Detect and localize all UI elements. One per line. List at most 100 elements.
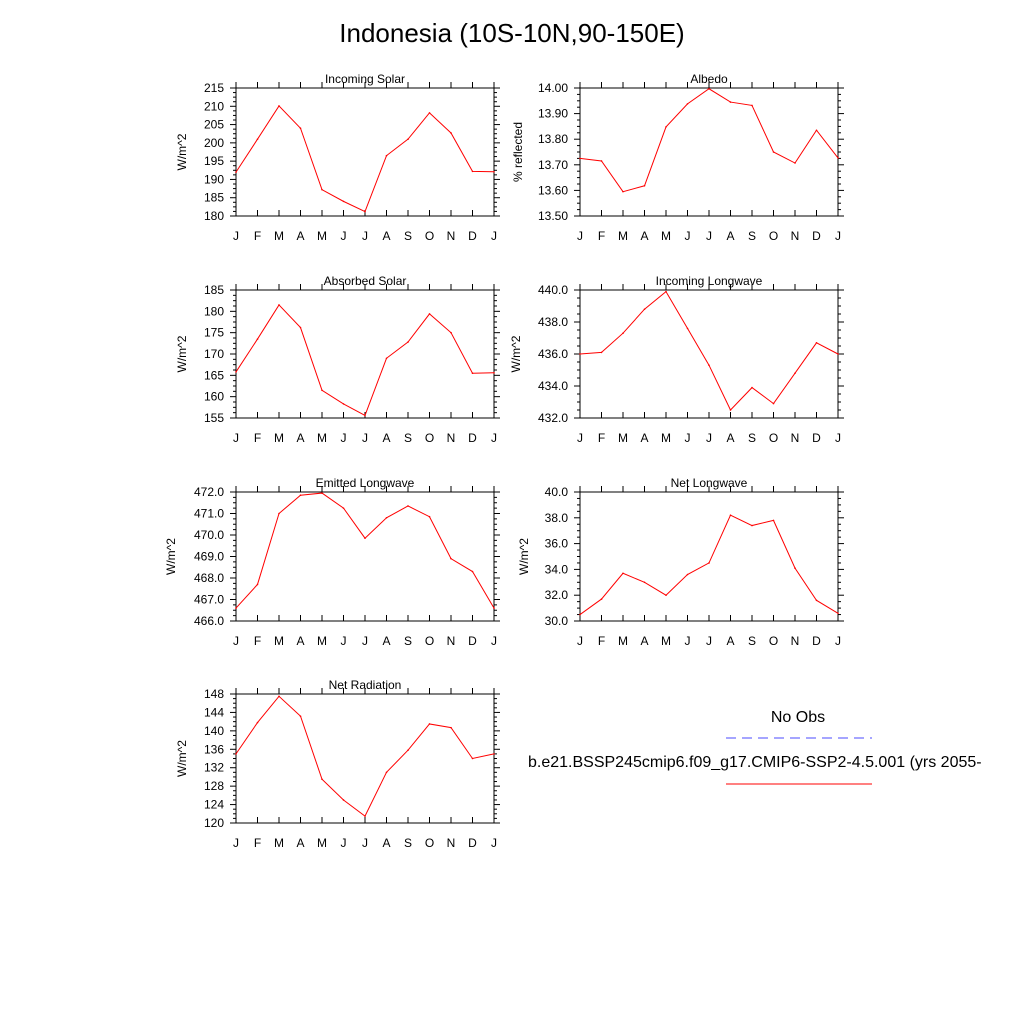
data-point	[256, 583, 259, 586]
x-tick-label: A	[382, 229, 390, 243]
x-tick-label: J	[491, 431, 497, 445]
data-point	[428, 723, 431, 725]
data-point	[493, 170, 495, 173]
y-tick-label: 30.0	[545, 614, 569, 628]
x-tick-label: J	[491, 634, 497, 648]
y-tick-label: 434.0	[538, 379, 568, 393]
data-point	[385, 517, 388, 519]
data-point	[364, 210, 366, 213]
data-point	[450, 331, 452, 334]
y-tick-label: 210	[204, 99, 224, 113]
y-tick-label: 436.0	[538, 347, 568, 361]
data-point	[428, 112, 431, 114]
y-tick-label: 467.0	[194, 593, 224, 607]
x-tick-label: F	[254, 836, 261, 850]
y-tick-label: 36.0	[545, 537, 569, 551]
x-tick-label: M	[661, 229, 671, 243]
y-tick-label: 155	[204, 411, 224, 425]
y-axis-label: W/m^2	[509, 335, 523, 372]
x-tick-label: M	[317, 634, 327, 648]
y-tick-label: 140	[204, 724, 224, 738]
data-point	[471, 570, 474, 573]
data-point	[794, 372, 796, 375]
y-tick-label: 160	[204, 390, 224, 404]
x-tick-label: M	[618, 634, 628, 648]
y-tick-label: 195	[204, 154, 224, 168]
x-tick-label: J	[577, 634, 583, 648]
panel-title: Incoming Longwave	[656, 274, 763, 288]
x-tick-label: J	[233, 836, 239, 850]
data-point	[407, 138, 409, 140]
data-point	[600, 160, 603, 162]
y-tick-label: 468.0	[194, 571, 224, 585]
data-point	[708, 364, 710, 367]
data-point	[428, 515, 431, 518]
data-point	[342, 403, 345, 405]
x-tick-label: J	[233, 229, 239, 243]
y-tick-label: 14.00	[538, 81, 568, 95]
data-point	[751, 524, 753, 527]
plot-frame	[235, 289, 495, 419]
panel-title: Net Longwave	[671, 476, 748, 490]
data-point	[622, 572, 624, 575]
series-line	[235, 105, 495, 213]
data-point	[364, 414, 366, 417]
data-point	[299, 127, 302, 130]
y-tick-label: 200	[204, 136, 224, 150]
panel-title: Net Radiation	[329, 678, 402, 692]
y-tick-label: 215	[204, 81, 224, 95]
y-tick-label: 32.0	[545, 588, 569, 602]
x-tick-label: J	[341, 836, 347, 850]
data-point	[278, 512, 280, 515]
y-tick-label: 13.70	[538, 158, 568, 172]
x-tick-label: J	[341, 431, 347, 445]
x-tick-label: J	[706, 229, 712, 243]
y-tick-label: 40.0	[545, 485, 569, 499]
legend-obs-label: No Obs	[771, 709, 825, 726]
x-tick-label: J	[341, 229, 347, 243]
plot-frame	[235, 693, 495, 824]
x-tick-label: J	[362, 634, 368, 648]
data-point	[321, 188, 323, 191]
data-point	[278, 105, 280, 107]
data-point	[794, 162, 796, 164]
data-point	[837, 353, 839, 355]
data-point	[450, 726, 452, 729]
x-tick-label: A	[296, 836, 304, 850]
x-tick-label: N	[447, 229, 456, 243]
data-point	[708, 87, 710, 90]
data-point	[579, 353, 581, 355]
x-tick-label: O	[425, 836, 434, 850]
x-tick-label: F	[598, 431, 605, 445]
x-tick-label: F	[598, 634, 605, 648]
x-tick-label: S	[404, 229, 412, 243]
y-tick-label: 432.0	[538, 411, 568, 425]
x-tick-label: N	[447, 634, 456, 648]
data-point	[471, 372, 474, 375]
data-point	[278, 304, 280, 306]
x-tick-label: A	[382, 431, 390, 445]
panel-title: Emitted Longwave	[316, 476, 415, 490]
x-tick-label: J	[362, 229, 368, 243]
x-tick-label: A	[640, 634, 648, 648]
data-point	[622, 190, 624, 193]
y-axis-label: W/m^2	[517, 538, 531, 575]
figure-title: Indonesia (10S-10N,90-150E)	[339, 18, 685, 48]
data-point	[299, 326, 302, 329]
series-line	[579, 290, 839, 411]
data-point	[235, 753, 237, 755]
x-tick-label: A	[382, 634, 390, 648]
data-point	[364, 815, 366, 817]
panel-title: Incoming Solar	[325, 72, 405, 86]
y-tick-label: 185	[204, 191, 224, 205]
data-point	[751, 386, 753, 389]
x-tick-label: D	[468, 431, 477, 445]
y-tick-label: 466.0	[194, 614, 224, 628]
data-point	[235, 607, 237, 609]
x-tick-label: M	[317, 229, 327, 243]
x-tick-label: J	[577, 431, 583, 445]
panel-title: Albedo	[690, 72, 728, 86]
